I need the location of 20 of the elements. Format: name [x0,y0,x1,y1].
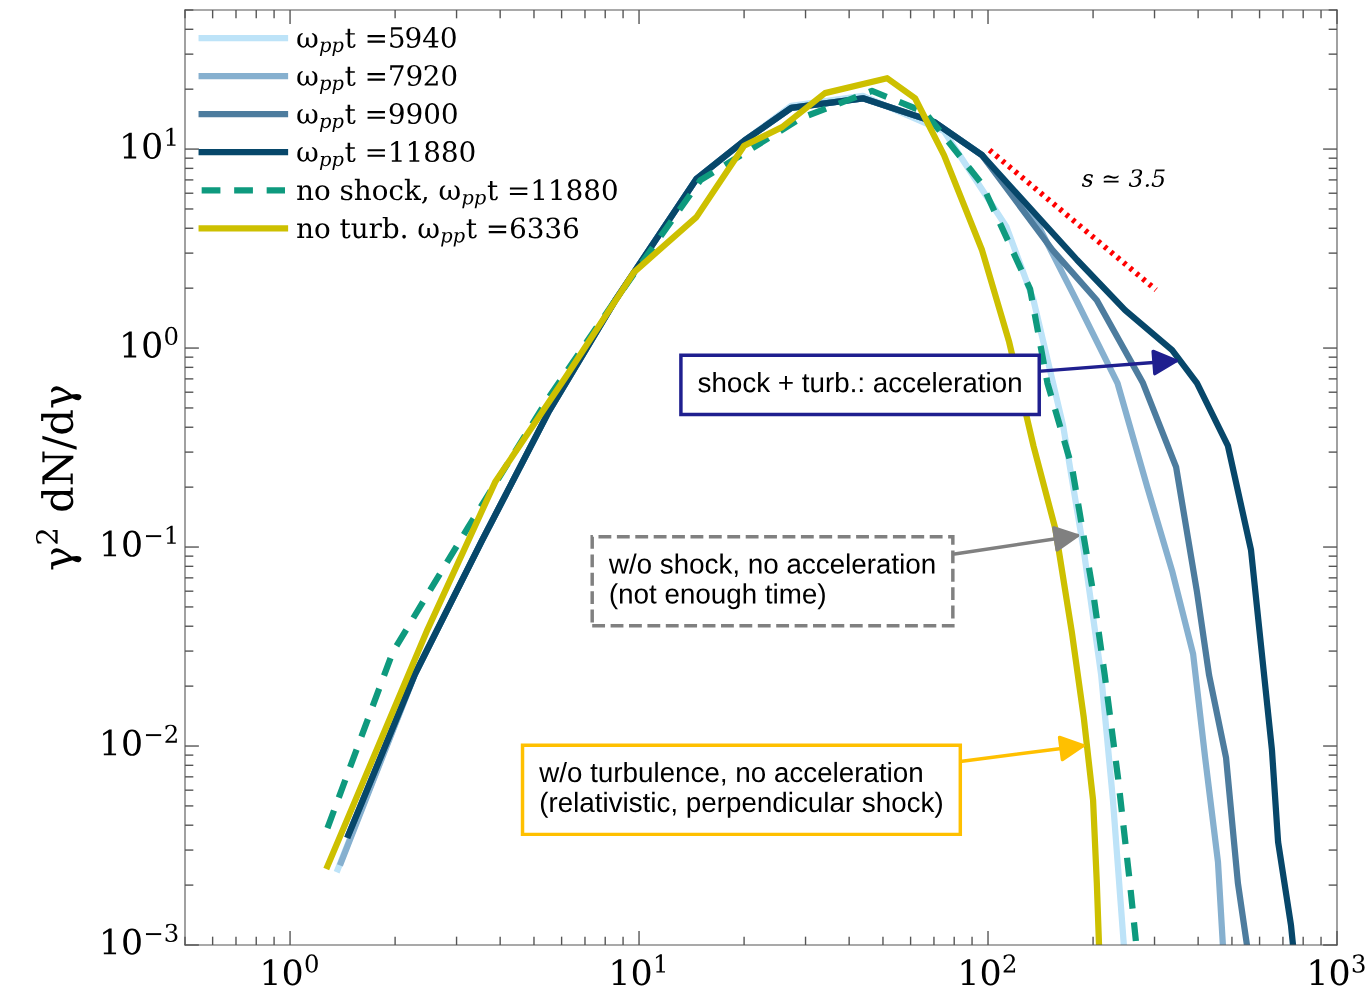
annotation: s ≃ 3.5 [1081,169,1165,188]
y-axis-title: γ$^{2}$ dN/dγ [35,386,82,570]
x-tick-label: 10$^{1}$ [612,954,665,986]
annotation: shock + turb.: acceleration [698,371,1021,393]
x-tick-label: 10$^{0}$ [263,954,318,986]
legend-label: ω$_{pp}$t =11880 [297,141,475,171]
x-tick-label: 10$^{2}$ [961,954,1016,986]
y-tick-label: 10$^{1}$ [123,127,176,159]
legend-label: no turb. ω$_{pp}$t =6336 [297,216,579,247]
annotation: w/o turbulence, no acceleration (relativistic, perpendicular shock) [539,761,942,818]
annotation: w/o shock, no acceleration (not enough time) [608,553,935,610]
y-tick-label: 10$^{−1}$ [103,525,176,557]
y-tick-label: 10$^{0}$ [123,326,178,358]
y-tick-label: 10$^{−3}$ [103,923,178,955]
legend-label: ω$_{pp}$t =5940 [297,26,456,56]
y-tick-label: 10$^{−2}$ [103,724,177,756]
legend-label: ω$_{pp}$t =9900 [297,103,457,133]
x-tick-label: 10$^{3}$ [1310,954,1365,986]
legend-label: ω$_{pp}$t =7920 [297,64,457,94]
legend-label: no shock, ω$_{pp}$t =11880 [297,178,617,209]
